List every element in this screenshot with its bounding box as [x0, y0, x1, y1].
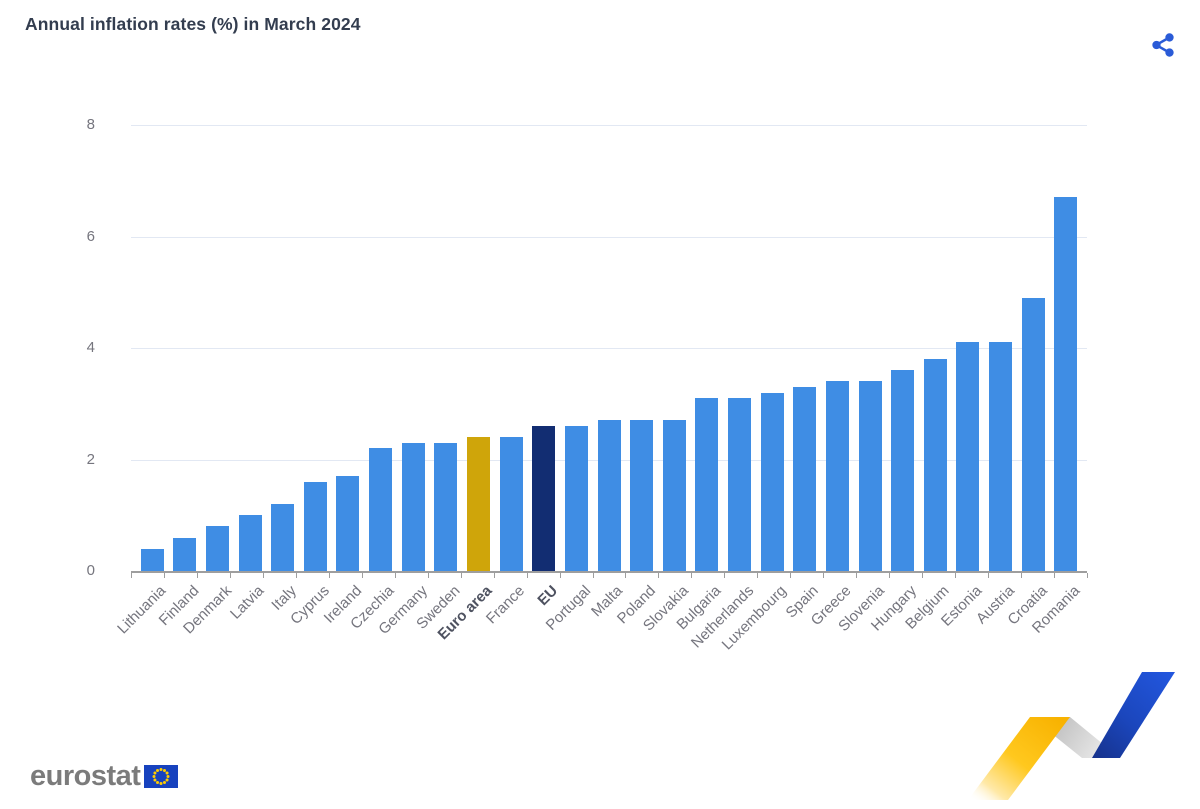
- bar-poland[interactable]: [630, 420, 654, 571]
- axis-tick: [625, 573, 627, 578]
- axis-tick: [196, 573, 198, 578]
- axis-tick: [262, 573, 264, 578]
- y-axis: 0 2 4 6 8: [55, 116, 95, 579]
- eurostat-ribbon-decoration: [968, 672, 1175, 800]
- gridline-4: [131, 348, 1087, 349]
- chart-title: Annual inflation rates (%) in March 2024: [25, 14, 361, 34]
- bar-bulgaria[interactable]: [695, 398, 719, 571]
- share-button[interactable]: [1148, 30, 1178, 60]
- axis-tick: [955, 573, 957, 578]
- axis-tick: [889, 573, 891, 578]
- bar-portugal[interactable]: [564, 426, 588, 571]
- share-icon: [1152, 33, 1174, 57]
- bar-estonia[interactable]: [956, 342, 980, 571]
- bar-austria[interactable]: [989, 342, 1013, 571]
- bar-sweden[interactable]: [434, 442, 458, 571]
- bar-greece[interactable]: [825, 381, 849, 571]
- bar-euro-area[interactable]: [466, 437, 490, 571]
- axis-tick: [988, 573, 990, 578]
- bar-romania[interactable]: [1054, 197, 1078, 571]
- axis-tick: [790, 573, 792, 578]
- axis-tick: [163, 573, 165, 578]
- eurostat-logo[interactable]: eurostat: [30, 760, 179, 792]
- axis-tick: [1087, 573, 1088, 578]
- axis-tick: [394, 573, 396, 578]
- bar-luxembourg[interactable]: [760, 392, 784, 571]
- bar-hungary[interactable]: [891, 370, 915, 571]
- bar-latvia[interactable]: [238, 515, 262, 571]
- axis-tick: [856, 573, 858, 578]
- axis-tick: [131, 573, 132, 578]
- y-axis-tick-label-0: 0: [86, 562, 95, 579]
- axis-tick: [328, 573, 330, 578]
- y-axis-tick-label-4: 4: [86, 339, 95, 356]
- axis-tick: [922, 573, 924, 578]
- gridline-8: [131, 125, 1087, 126]
- axis-tick: [724, 573, 726, 578]
- x-axis-label-latvia: Latvia: [227, 582, 268, 623]
- bar-slovenia[interactable]: [858, 381, 882, 571]
- axis-tick: [460, 573, 462, 578]
- x-axis-line: [131, 571, 1087, 573]
- axis-tick: [493, 573, 495, 578]
- bar-france[interactable]: [499, 437, 523, 571]
- axis-tick: [592, 573, 594, 578]
- gridline-6: [131, 236, 1087, 238]
- bar-malta[interactable]: [597, 420, 621, 571]
- y-axis-tick-label-8: 8: [86, 116, 95, 133]
- bar-croatia[interactable]: [1021, 297, 1045, 571]
- bar-denmark[interactable]: [205, 526, 229, 571]
- axis-tick: [526, 573, 528, 578]
- axis-tick: [757, 573, 759, 578]
- bar-slovakia[interactable]: [662, 420, 686, 571]
- bar-lithuania[interactable]: [140, 548, 164, 571]
- axis-tick: [229, 573, 231, 578]
- axis-tick: [823, 573, 825, 578]
- axis-tick: [658, 573, 660, 578]
- axis-tick: [559, 573, 561, 578]
- bar-cyprus[interactable]: [303, 481, 327, 571]
- axis-tick: [691, 573, 693, 578]
- bar-czechia[interactable]: [369, 448, 393, 571]
- bar-ireland[interactable]: [336, 476, 360, 571]
- bar-belgium[interactable]: [923, 359, 947, 571]
- bar-netherlands[interactable]: [728, 398, 752, 571]
- axis-tick: [361, 573, 363, 578]
- y-axis-tick-label-6: 6: [86, 227, 95, 245]
- bar-eu[interactable]: [532, 426, 556, 571]
- bar-germany[interactable]: [401, 442, 425, 571]
- axis-tick: [427, 573, 429, 578]
- x-axis-label-eu: EU: [534, 582, 562, 610]
- bar-spain[interactable]: [793, 387, 817, 571]
- bar-finland[interactable]: [173, 537, 197, 571]
- axis-tick: [1054, 573, 1056, 578]
- eurostat-logo-text: eurostat: [30, 760, 141, 792]
- y-axis-tick-label-2: 2: [86, 450, 95, 468]
- axis-tick: [1021, 573, 1023, 578]
- eu-flag-icon: [144, 764, 179, 788]
- bar-italy[interactable]: [271, 504, 295, 571]
- bar-chart-plot-area: Lithuania Finland Denmark Latvia Italy Cyprus…: [114, 125, 1088, 653]
- axis-tick: [295, 573, 297, 578]
